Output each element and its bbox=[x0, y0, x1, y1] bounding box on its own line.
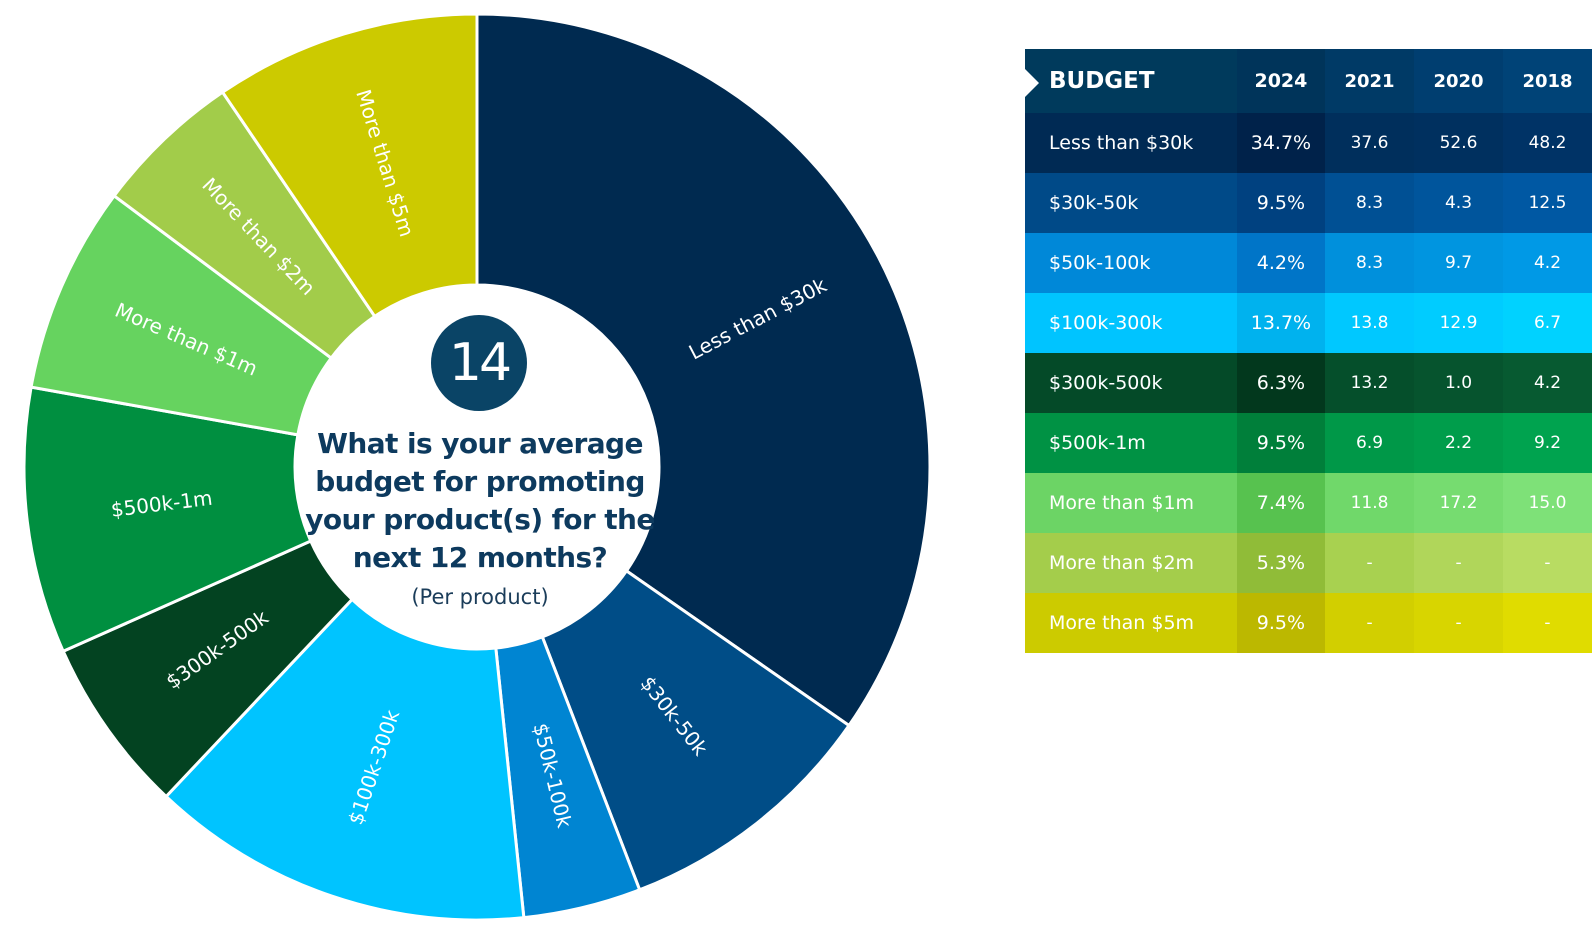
table-cell: - bbox=[1414, 593, 1503, 653]
row-label: More than $1m bbox=[1025, 473, 1237, 533]
budget-table: BUDGET 2024 2021 2020 2018 Less than $30k 34.… bbox=[1025, 49, 1592, 653]
table-cell: 15.0 bbox=[1503, 473, 1592, 533]
table-cell: 12.5 bbox=[1503, 173, 1592, 233]
table-row: More than $1m 7.4% 11.8 17.2 15.0 bbox=[1025, 473, 1592, 533]
table-row: $30k-50k 9.5% 8.3 4.3 12.5 bbox=[1025, 173, 1592, 233]
table-cell: 6.9 bbox=[1325, 413, 1415, 473]
donut-hole bbox=[296, 286, 658, 648]
table-row: More than $5m 9.5% - - - bbox=[1025, 593, 1592, 653]
table-cell: 4.2 bbox=[1503, 233, 1592, 293]
table-header-row: BUDGET 2024 2021 2020 2018 bbox=[1025, 49, 1592, 113]
table-cell: 48.2 bbox=[1503, 113, 1592, 173]
header-cell-1: 2024 bbox=[1236, 49, 1326, 113]
slice-8 bbox=[220, 12, 479, 319]
slice-5 bbox=[22, 385, 313, 654]
table-cell: 37.6 bbox=[1325, 113, 1415, 173]
chart-subtitle: (Per product) bbox=[411, 585, 549, 609]
donut-chart: Less than $30k$30k-50k$50k-100k$100k-300… bbox=[22, 12, 932, 922]
table-cell: - bbox=[1414, 533, 1503, 593]
header-notch bbox=[1025, 69, 1039, 97]
table-cell: 5.3% bbox=[1236, 533, 1326, 593]
table-cell: 4.2% bbox=[1236, 233, 1326, 293]
table-cell: - bbox=[1325, 593, 1415, 653]
table-row: $50k-100k 4.2% 8.3 9.7 4.2 bbox=[1025, 233, 1592, 293]
header-cell-4: 2018 bbox=[1503, 49, 1592, 113]
table-cell: 12.9 bbox=[1414, 293, 1503, 353]
chart-title: What is your average budget for promotin… bbox=[305, 427, 655, 574]
chart-center: 14 What is your average budget for promo… bbox=[300, 300, 660, 660]
row-label: More than $2m bbox=[1025, 533, 1237, 593]
row-label: $30k-50k bbox=[1025, 173, 1237, 233]
table-cell: - bbox=[1503, 533, 1592, 593]
table-cell: 4.3 bbox=[1414, 173, 1503, 233]
table-cell: 52.6 bbox=[1414, 113, 1503, 173]
header-cell-2: 2021 bbox=[1325, 49, 1415, 113]
table-cell: 13.7% bbox=[1236, 293, 1326, 353]
table-cell: 9.5% bbox=[1236, 593, 1326, 653]
question-number-badge: 14 bbox=[431, 315, 527, 411]
table-cell: 1.0 bbox=[1414, 353, 1503, 413]
row-label: $300k-500k bbox=[1025, 353, 1237, 413]
table-cell: 9.5% bbox=[1236, 413, 1326, 473]
table-cell: - bbox=[1325, 533, 1415, 593]
table-row: Less than $30k 34.7% 37.6 52.6 48.2 bbox=[1025, 113, 1592, 173]
table-row: $300k-500k 6.3% 13.2 1.0 4.2 bbox=[1025, 353, 1592, 413]
table-cell: 13.8 bbox=[1325, 293, 1415, 353]
table-row: $100k-300k 13.7% 13.8 12.9 6.7 bbox=[1025, 293, 1592, 353]
header-cell-3: 2020 bbox=[1414, 49, 1503, 113]
table-cell: 8.3 bbox=[1325, 233, 1415, 293]
table-cell: 6.3% bbox=[1236, 353, 1326, 413]
row-label: More than $5m bbox=[1025, 593, 1237, 653]
table-cell: 8.3 bbox=[1325, 173, 1415, 233]
table-cell: 7.4% bbox=[1236, 473, 1326, 533]
table-cell: 9.7 bbox=[1414, 233, 1503, 293]
header-cell-0: BUDGET bbox=[1025, 49, 1237, 113]
row-label: $50k-100k bbox=[1025, 233, 1237, 293]
table-cell: 17.2 bbox=[1414, 473, 1503, 533]
table-cell: 9.2 bbox=[1503, 413, 1592, 473]
table-cell: 4.2 bbox=[1503, 353, 1592, 413]
row-label: $500k-1m bbox=[1025, 413, 1237, 473]
table-cell: 2.2 bbox=[1414, 413, 1503, 473]
table-row: $500k-1m 9.5% 6.9 2.2 9.2 bbox=[1025, 413, 1592, 473]
table-cell: 11.8 bbox=[1325, 473, 1415, 533]
slice-3 bbox=[163, 597, 526, 922]
slice-1 bbox=[540, 568, 852, 892]
row-label: $100k-300k bbox=[1025, 293, 1237, 353]
table-cell: 34.7% bbox=[1236, 113, 1326, 173]
row-label: Less than $30k bbox=[1025, 113, 1237, 173]
table-cell: - bbox=[1503, 593, 1592, 653]
table-cell: 9.5% bbox=[1236, 173, 1326, 233]
table-row: More than $2m 5.3% - - - bbox=[1025, 533, 1592, 593]
slice-0 bbox=[475, 12, 932, 728]
table-cell: 6.7 bbox=[1503, 293, 1592, 353]
table-cell: 13.2 bbox=[1325, 353, 1415, 413]
